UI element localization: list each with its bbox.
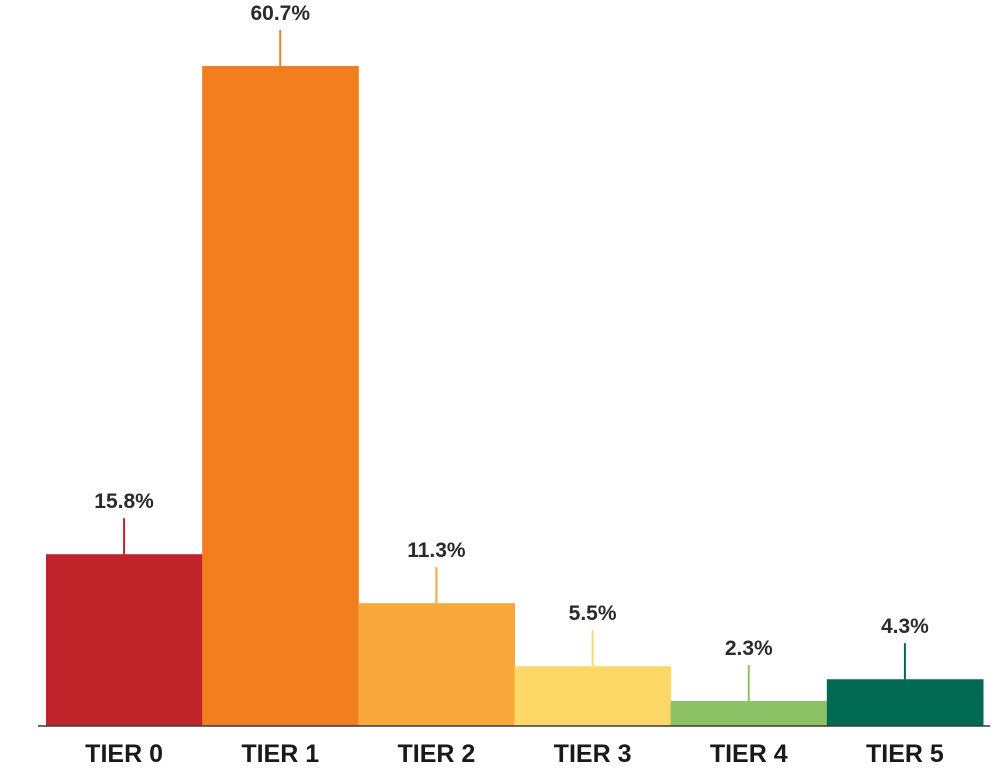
category-label-tier-3: TIER 3	[554, 740, 632, 768]
value-label-tier-1: 60.7%	[250, 2, 310, 25]
value-label-tier-5: 4.3%	[881, 615, 929, 638]
bar-tier-3	[514, 666, 672, 726]
value-label-tier-0: 15.8%	[94, 490, 154, 513]
category-label-tier-0: TIER 0	[85, 740, 163, 768]
category-label-tier-1: TIER 1	[241, 740, 319, 768]
category-label-tier-2: TIER 2	[398, 740, 476, 768]
leader-lines-layer	[123, 30, 906, 701]
category-label-tier-4: TIER 4	[710, 740, 788, 768]
value-label-tier-2: 11.3%	[407, 539, 466, 562]
category-labels-layer: TIER 0 TIER 1 TIER 2 TIER 3 TIER 4 TIER 5	[85, 740, 944, 768]
bar-tier-5	[826, 679, 984, 726]
bar-tier-0	[46, 554, 203, 726]
bar-tier-1	[202, 66, 359, 726]
bars-layer	[46, 66, 984, 726]
bar-tier-2	[358, 603, 515, 726]
bar-tier-4	[670, 700, 828, 726]
value-label-tier-4: 2.3%	[725, 637, 773, 660]
value-label-tier-3: 5.5%	[569, 602, 617, 625]
category-label-tier-5: TIER 5	[866, 740, 944, 768]
value-labels-layer: 15.8% 60.7% 11.3% 5.5% 2.3% 4.3%	[94, 2, 929, 660]
